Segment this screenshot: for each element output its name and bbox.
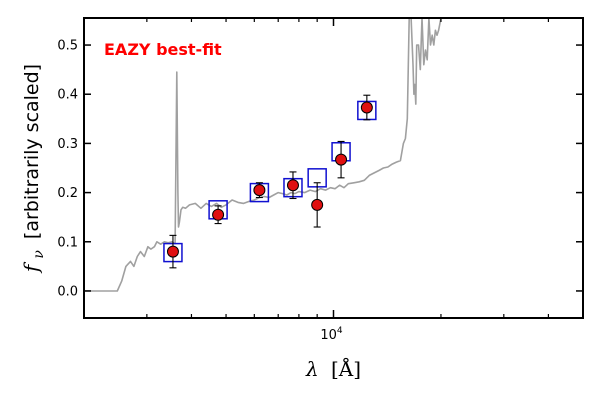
y-axis-label-symbol: f	[19, 261, 43, 274]
y-tick-label: 0.4	[57, 88, 78, 103]
plot-frame	[83, 17, 584, 319]
observed-point	[335, 153, 348, 166]
y-tick-label: 0.3	[57, 137, 78, 152]
observed-point	[286, 179, 299, 192]
plot-area	[84, 18, 583, 292]
axes: 0.0 0.1 0.2 0.3 0.4 0.5 104	[57, 17, 584, 343]
x-axis-label: λ [Å]	[305, 356, 361, 381]
observed-point	[166, 245, 179, 258]
y-tick-label: 0.5	[57, 39, 78, 54]
y-axis-label-body: [arbitrarily scaled]	[21, 64, 43, 239]
x-tick-label-base: 10	[320, 328, 337, 343]
plot-content	[84, 18, 583, 292]
x-axis-label-unit: [Å]	[331, 356, 361, 381]
y-axis-label-subscript: ν	[31, 250, 47, 259]
observed-point	[212, 208, 225, 221]
x-tick-label-exponent: 4	[337, 326, 343, 336]
y-tick-label: 0.0	[57, 284, 78, 299]
x-axis-label-symbol: λ	[305, 357, 319, 381]
y-axis-label: f ν [arbitrarily scaled]	[19, 64, 48, 274]
observed-point	[253, 184, 266, 197]
y-tick-label: 0.2	[57, 186, 78, 201]
x-axis-label-text: λ [Å]	[305, 356, 361, 381]
annotation-text: EAZY best-fit	[104, 40, 222, 59]
y-axis-label-text: f ν [arbitrarily scaled]	[19, 64, 48, 274]
observed-point	[311, 198, 324, 211]
observed-point	[360, 101, 373, 114]
x-tick-label: 104	[320, 326, 343, 343]
y-tick-label: 0.1	[57, 235, 78, 250]
